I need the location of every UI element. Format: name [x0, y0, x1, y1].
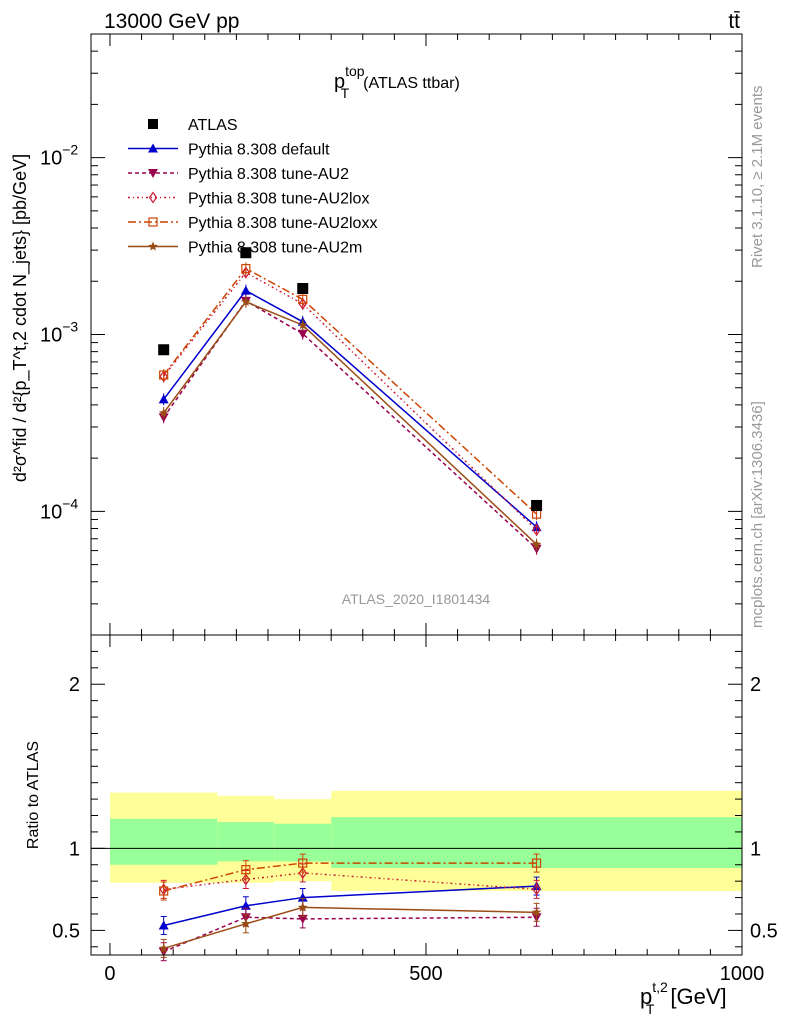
series-point-main [531, 539, 542, 549]
band-inner [109, 818, 218, 865]
series-point-ratio [158, 943, 169, 953]
series-point-ratio [531, 858, 542, 868]
y-axis-label-ratio: Ratio to ATLAS [25, 741, 42, 849]
series-point-ratio [159, 886, 169, 896]
series-point-main [241, 296, 251, 306]
series-point-main [297, 329, 308, 339]
x-tick-label: 500 [409, 963, 442, 985]
band-inner [217, 822, 275, 862]
legend-marker [148, 143, 158, 153]
y-tick-label: 10−3 [40, 319, 78, 347]
series-point-ratio [531, 907, 542, 917]
analysis-watermark: ATLAS_2020_I1801434 [342, 591, 491, 607]
series-lines [163, 267, 538, 953]
series-line-main-1 [163, 299, 538, 550]
legend-label: Pythia 8.308 tune-AU2 [188, 166, 349, 183]
series-point-ratio [241, 873, 251, 886]
data-point [531, 499, 543, 511]
y-tick-label: 10−4 [40, 495, 78, 523]
legend-marker [148, 217, 158, 227]
legend-label: Pythia 8.308 default [188, 142, 330, 159]
data-point [240, 247, 252, 259]
plot-title: ptop T(ATLAS ttbar) [334, 63, 460, 101]
ratio-frame [90, 634, 743, 956]
legend-marker [148, 191, 158, 204]
legend-label: Pythia 8.308 tune-AU2loxx [188, 215, 377, 232]
series-line-ratio-1 [163, 916, 537, 953]
legend-marker [148, 169, 158, 178]
series-point-ratio [240, 900, 251, 910]
series-point-ratio [297, 892, 308, 902]
legend-marker [148, 119, 158, 129]
series-line-ratio-4 [163, 906, 537, 950]
series-line-main-3 [163, 267, 538, 515]
series-line-main-4 [163, 300, 538, 546]
series-point-ratio [298, 858, 308, 868]
series-point-ratio [158, 920, 169, 930]
series-line-main-0 [163, 289, 538, 528]
series-point-main [298, 320, 308, 330]
y-tick-label: 10−2 [40, 142, 78, 170]
series-point-ratio [532, 883, 541, 896]
series-point-main [532, 523, 541, 537]
data-marks [158, 247, 543, 962]
y-ratio-tick-label: 1 [69, 838, 80, 860]
series-point-ratio [298, 902, 308, 912]
y-axis-label-main: d²σ^fid / d²{p_T^t,2 cdot N_jets} [pb/Ge… [10, 154, 31, 482]
series-point-main [159, 370, 169, 380]
legend-label: Pythia 8.308 tune-AU2lox [188, 191, 369, 208]
x-tick-label: 1000 [720, 963, 765, 985]
series-point-main [158, 408, 169, 417]
series-point-main [159, 370, 168, 383]
y-ratio-tick-label-right: 1 [750, 838, 761, 860]
series-point-main [298, 294, 308, 304]
series-line-ratio-0 [163, 885, 537, 927]
rivet-version-label: Rivet 3.1.10, ≥ 2.1M events [749, 86, 766, 269]
y-ratio-tick-label-right: 0.5 [750, 920, 778, 942]
x-axis-label: pt,2 T [GeV] [640, 979, 727, 1017]
data-point [297, 283, 309, 295]
legend-label: Pythia 8.308 tune-AU2m [188, 240, 362, 257]
legend-marker [148, 241, 158, 251]
process-label: tt̄ [728, 10, 740, 33]
series-point-main [298, 297, 307, 310]
legend-label: ATLAS [188, 117, 238, 134]
x-tick-label: 0 [104, 963, 115, 985]
series-line-ratio-2 [163, 872, 537, 891]
mcplots-label: mcplots.cern.ch [arXiv:1306.3436] [749, 401, 766, 628]
y-ratio-tick-label: 2 [69, 674, 80, 696]
series-point-main [240, 285, 251, 295]
collision-energy-label: 13000 GeV pp [104, 10, 239, 33]
series-point-main [158, 394, 169, 404]
series-point-ratio [241, 918, 251, 928]
series-point-ratio [298, 866, 307, 879]
uncertainty-bands [91, 790, 742, 891]
series-point-main [241, 266, 251, 279]
series-line-ratio-3 [163, 862, 537, 892]
axes: 0 500 1000 10−2 10−3 10−4 0.5 0.5 1 1 2 2 [40, 33, 778, 985]
y-ratio-tick-label: 0.5 [52, 920, 80, 942]
legend: ATLAS Pythia 8.308 default Pythia 8.308 tu… [128, 117, 377, 257]
series-point-ratio [297, 914, 308, 924]
data-point [158, 344, 170, 356]
y-ratio-tick-label-right: 2 [750, 674, 761, 696]
series-point-main [241, 263, 251, 274]
series-point-ratio [241, 865, 251, 875]
